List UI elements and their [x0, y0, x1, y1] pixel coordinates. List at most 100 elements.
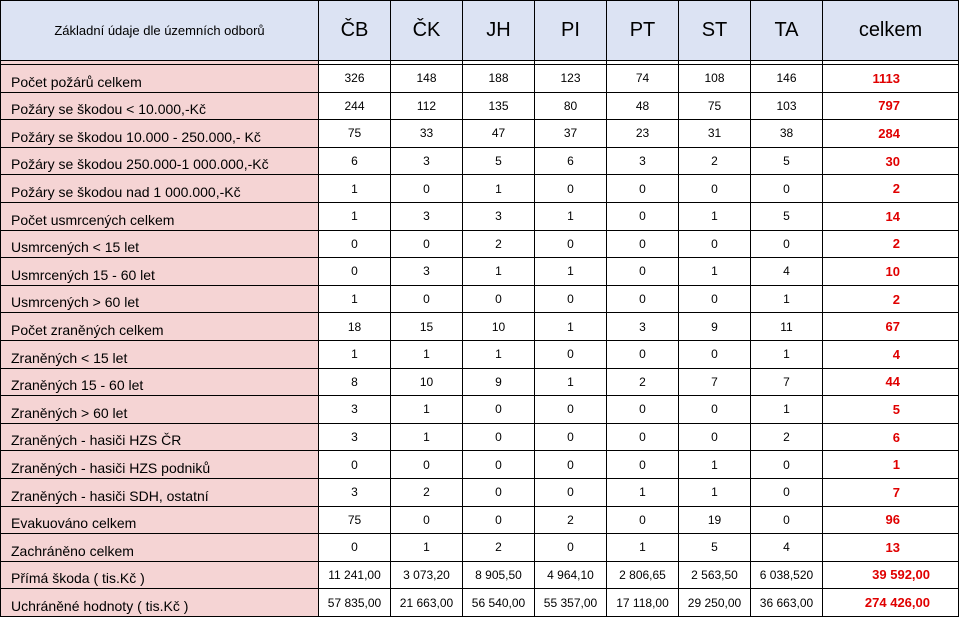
cell-value: 1	[534, 312, 607, 341]
header-label: Základní údaje dle územních odborů	[0, 0, 319, 61]
cell-value: 0	[462, 284, 535, 314]
cell-value: 0	[678, 229, 751, 259]
table-row: Evakuováno celkem 75 0 0 2 0 19 0 96	[0, 505, 959, 535]
cell-value: 1	[750, 284, 823, 314]
cell-value: 112	[390, 91, 463, 121]
cell-value: 0	[606, 257, 679, 286]
cell-value: 0	[750, 174, 823, 203]
cell-value: 57 835,00	[318, 588, 391, 617]
cell-value: 1	[390, 339, 463, 369]
cell-value: 75	[678, 91, 751, 121]
cell-value: 1	[678, 450, 751, 479]
cell-value: 3	[606, 312, 679, 341]
cell-value: 29 250,00	[678, 588, 751, 617]
table-row: Zraněných 15 - 60 let 8 10 9 1 2 7 7 44	[0, 367, 959, 397]
cell-value: 4 964,10	[534, 560, 607, 590]
table-row: Požáry se škodou nad 1 000.000,-Kč 1 0 1 0 0 0…	[0, 174, 959, 203]
cell-value: 0	[534, 450, 607, 479]
cell-value: 0	[462, 422, 535, 452]
table-row: Zraněných - hasiči HZS podniků 0 0 0 0 0 1 0 1	[0, 450, 959, 479]
table-row: Usmrcených 15 - 60 let 0 3 1 1 0 1 4 10	[0, 257, 959, 286]
cell-value: 31	[678, 119, 751, 148]
cell-value: 2	[462, 229, 535, 259]
cell-value: 1	[606, 477, 679, 507]
cell-total: 6	[822, 422, 959, 452]
cell-value: 0	[750, 229, 823, 259]
cell-total: 1	[822, 450, 959, 479]
cell-total: 10	[822, 257, 959, 286]
cell-value: 0	[390, 284, 463, 314]
cell-value: 6 038,520	[750, 560, 823, 590]
cell-value: 1	[678, 477, 751, 507]
cell-value: 7	[678, 367, 751, 397]
cell-value: 108	[678, 64, 751, 93]
table-row: Zraněných < 15 let 1 1 1 0 0 0 1 4	[0, 339, 959, 369]
cell-value: 0	[462, 477, 535, 507]
cell-value: 0	[750, 505, 823, 535]
cell-total: 2	[822, 284, 959, 314]
cell-value: 0	[606, 174, 679, 203]
cell-value: 3	[390, 201, 463, 231]
cell-value: 0	[534, 284, 607, 314]
row-label: Požáry se škodou 250.000-1 000.000,-Kč	[0, 146, 319, 176]
cell-total: 274 426,00	[822, 588, 959, 617]
table-row: Zraněných - hasiči SDH, ostatní 3 2 0 0 1 1 0 7	[0, 477, 959, 507]
cell-value: 2	[678, 146, 751, 176]
row-label: Usmrcených > 60 let	[0, 284, 319, 314]
cell-value: 3	[318, 422, 391, 452]
row-label: Přímá škoda ( tis.Kč )	[0, 560, 319, 590]
cell-value: 0	[606, 422, 679, 452]
cell-value: 3	[462, 201, 535, 231]
header-row: Základní údaje dle územních odborů ČB ČK…	[0, 0, 959, 61]
cell-value: 1	[606, 533, 679, 562]
cell-value: 3	[318, 395, 391, 424]
cell-value: 56 540,00	[462, 588, 535, 617]
cell-value: 0	[606, 339, 679, 369]
cell-value: 9	[678, 312, 751, 341]
row-label: Zraněných - hasiči HZS ČR	[0, 422, 319, 452]
cell-value: 0	[318, 450, 391, 479]
header-col-pt: PT	[606, 0, 679, 61]
cell-value: 0	[318, 229, 391, 259]
cell-total: 39 592,00	[822, 560, 959, 590]
cell-total: 14	[822, 201, 959, 231]
row-label: Počet usmrcených celkem	[0, 201, 319, 231]
cell-value: 0	[534, 395, 607, 424]
cell-value: 8 905,50	[462, 560, 535, 590]
cell-value: 5	[750, 201, 823, 231]
cell-value: 1	[318, 174, 391, 203]
cell-value: 4	[750, 257, 823, 286]
table-body: Počet požárů celkem 326 148 188 123 74 108 146 1…	[0, 60, 959, 617]
cell-value: 17 118,00	[606, 588, 679, 617]
table-row: Usmrcených < 15 let 0 0 2 0 0 0 0 2	[0, 229, 959, 259]
cell-value: 0	[318, 257, 391, 286]
cell-value: 1	[318, 284, 391, 314]
row-label: Zraněných - hasiči HZS podniků	[0, 450, 319, 479]
cell-value: 0	[390, 174, 463, 203]
cell-value: 2 806,65	[606, 560, 679, 590]
cell-value: 5	[462, 146, 535, 176]
cell-total: 5	[822, 395, 959, 424]
table-row: Přímá škoda ( tis.Kč ) 11 241,00 3 073,20 8…	[0, 560, 959, 590]
cell-value: 148	[390, 64, 463, 93]
cell-value: 10	[390, 367, 463, 397]
cell-value: 19	[678, 505, 751, 535]
cell-value: 0	[462, 505, 535, 535]
cell-value: 0	[678, 422, 751, 452]
cell-total: 2	[822, 229, 959, 259]
cell-value: 9	[462, 367, 535, 397]
cell-value: 188	[462, 64, 535, 93]
row-label: Zraněných < 15 let	[0, 339, 319, 369]
cell-value: 0	[606, 395, 679, 424]
cell-value: 5	[750, 146, 823, 176]
row-label: Počet zraněných celkem	[0, 312, 319, 341]
cell-value: 0	[606, 229, 679, 259]
cell-total: 284	[822, 119, 959, 148]
cell-value: 0	[390, 505, 463, 535]
cell-value: 10	[462, 312, 535, 341]
cell-value: 4	[750, 533, 823, 562]
cell-total: 4	[822, 339, 959, 369]
cell-total: 44	[822, 367, 959, 397]
cell-value: 1	[750, 339, 823, 369]
